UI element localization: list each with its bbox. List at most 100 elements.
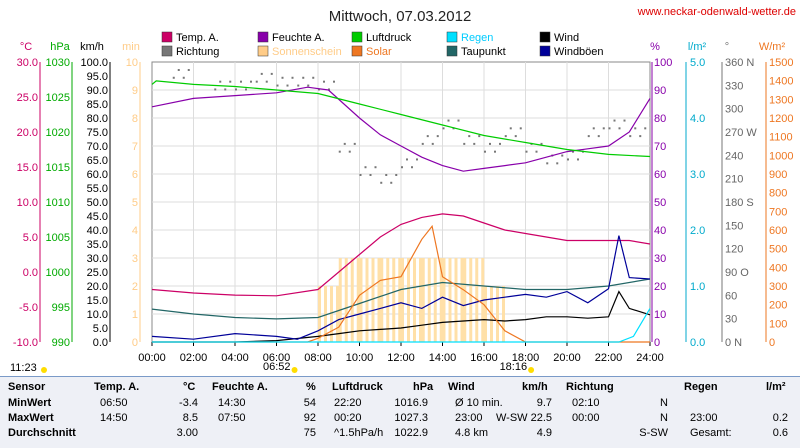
kmh-axis-label: 30.0 [87,253,108,265]
direction-dot [380,181,383,184]
direction-dot [229,80,232,83]
direction-dot [431,142,434,145]
cell-rain-time: Gesamt: [690,427,732,439]
min-axis-label: 8 [132,113,138,125]
direction-dot [270,72,273,75]
cell-press-time: ^1.5hPa/h [334,427,384,439]
legend-swatch [351,45,363,57]
legend-label: Solar [366,46,392,58]
cell-label: MaxWert [8,412,54,424]
legend-label: Feuchte A. [272,32,325,44]
solar-axis-label: 600 [769,225,787,237]
legend-swatch [446,31,458,43]
pct-axis-label: 20 [654,281,666,293]
direction-dot [214,88,217,91]
direction-dot [572,150,574,153]
direction-dot [291,76,294,79]
direction-dot [276,84,279,87]
direction-dot [426,135,429,138]
direction-dot [499,142,501,145]
kmh-axis-label: 10.0 [87,309,108,321]
temp-axis-label: 5.0 [23,232,38,244]
kmh-axis-label: 25.0 [87,267,108,279]
direction-dot [318,88,320,91]
direction-dot [597,135,600,138]
x-tick-label: 02:00 [180,352,208,364]
min-axis-label: 4 [132,225,138,237]
sunshine-bar [442,258,446,342]
kmh-axis-label: 0.0 [93,337,108,349]
cell-wind-a: Ø 10 min. [455,397,503,409]
solar-axis-label: 1100 [769,132,793,144]
direction-dot [639,135,642,138]
pct-axis-label: 40 [654,225,666,237]
kmh-axis-label: 50.0 [87,197,108,209]
sunshine-bar [344,258,348,342]
temp-axis-label: -5.0 [19,302,38,314]
deg-axis-label: 360 N [725,57,754,69]
sunshine-bar [433,258,437,342]
direction-dot [468,135,471,138]
deg-axis-label: 330 [725,80,743,92]
sunshine-bar [463,258,467,342]
cell-hum-val: 54 [303,397,316,409]
hpa-axis-label: 1030 [46,57,70,69]
solar-axis-label: 300 [769,281,787,293]
direction-dot [281,76,284,79]
deg-axis-label: 240 [725,150,743,162]
solar-axis-label: 1500 [769,57,793,69]
direction-dot [385,174,388,176]
sunshine-bar [324,286,327,342]
legend-label: Richtung [176,46,219,58]
direction-dot [489,142,491,145]
cell-wind-b: 9.7 [536,397,552,409]
direction-dot [286,84,289,87]
sunshine-bar [338,258,342,342]
legend-swatch [257,31,269,43]
table-row: Durchschnitt 3.00 75 ^1.5hPa/h 1022.9 4.8 km 4… [0,427,800,442]
hpa-axis-label: 1005 [46,232,70,244]
min-axis-label: 5 [132,197,138,209]
rain-axis-label: 3.0 [690,169,705,181]
direction-dot [328,88,330,91]
sunshine-bar [398,258,402,342]
hpa-axis-label: 1015 [46,162,70,174]
rain-axis-label: 0.0 [690,337,705,349]
direction-dot [187,69,190,71]
kmh-axis-label: 5.0 [93,323,108,335]
table-row: MinWert 06:50 -3.4 14:30 54 22:20 1016.9 Ø 10 m… [0,397,800,412]
cell-rain-val: 0.6 [772,427,788,439]
cell-press-time: 22:20 [334,397,362,409]
x-tick-label: 18:00 [512,352,540,364]
hdr-dir: Richtung [566,381,614,393]
table-row: MaxWert 14:50 8.5 07:50 92 00:20 1027.3 23:00 W-… [0,412,800,427]
solar-axis-label: 900 [769,169,787,181]
pct-axis-label: 70 [654,141,666,153]
direction-dot [224,88,227,91]
pct-axis-label: 30 [654,253,666,265]
kmh-axis-label: 75.0 [87,127,108,139]
temp-axis-label: 15.0 [17,162,38,174]
x-tick-label: 06:00 [263,352,291,364]
direction-dot [436,135,439,138]
temp-axis-label: 25.0 [17,92,38,104]
direction-dot [463,142,466,145]
deg-axis-label: 300 [725,104,743,116]
min-axis-label: 3 [132,253,138,265]
deg-axis-label: 180 S [725,197,754,209]
solar-axis-label: 0 [769,337,775,349]
cell-temp-val: -3.4 [179,397,198,409]
kmh-axis-label: 35.0 [87,239,108,251]
cell-press-val: 1022.9 [394,427,428,439]
summary-table: Sensor Temp. A. °C Feuchte A. % Luftdruc… [0,376,800,448]
deg-axis-label: 0 N [725,337,742,349]
unit-hpa: hPa [50,41,70,53]
direction-dot [260,72,263,75]
deg-axis-label: 210 [725,174,743,186]
unit-solar: W/m² [759,41,786,53]
pct-axis-label: 50 [654,197,666,209]
min-axis-label: 10 [126,57,138,69]
direction-dot [240,80,242,83]
rain-axis-label: 5.0 [690,57,705,69]
pct-axis-label: 60 [654,169,666,181]
